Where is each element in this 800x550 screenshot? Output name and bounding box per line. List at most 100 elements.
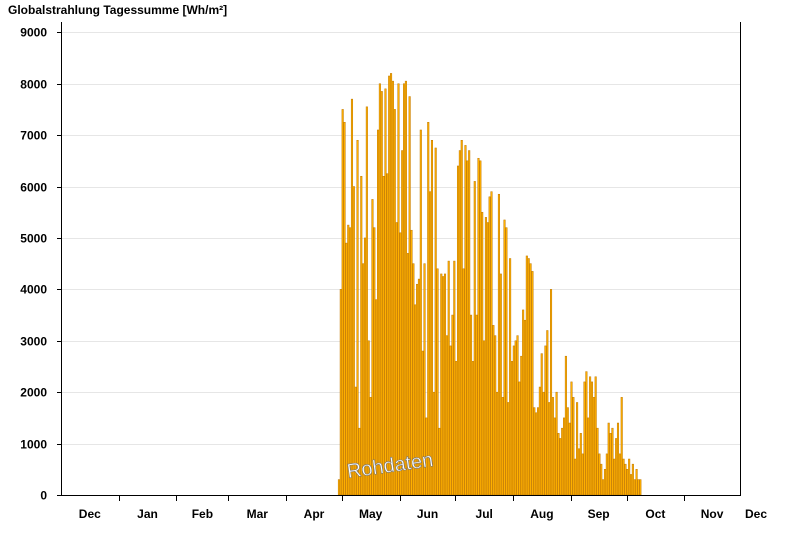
data-bar (548, 402, 551, 496)
data-bar (462, 268, 465, 496)
data-bar (337, 479, 340, 496)
data-bar (380, 91, 383, 496)
x-tick-label: Jun (417, 507, 438, 521)
chart-title: Globalstrahlung Tagessumme [Wh/m²] (8, 3, 227, 17)
data-bar (598, 453, 601, 496)
data-bar (436, 268, 439, 496)
data-bar (553, 417, 556, 496)
data-bar (460, 140, 463, 496)
data-bar (542, 391, 545, 496)
data-bar (576, 402, 579, 496)
data-bar (509, 258, 512, 496)
data-bar (483, 340, 486, 496)
data-bar (365, 106, 368, 496)
data-bar (611, 427, 614, 496)
data-bar (602, 479, 605, 496)
data-bar (522, 309, 525, 496)
data-bar (616, 422, 620, 496)
data-bar (397, 83, 400, 496)
data-bar (518, 381, 521, 496)
data-bar (566, 407, 569, 496)
data-bar (635, 469, 638, 496)
data-bar (507, 402, 510, 496)
data-bar (468, 150, 471, 496)
data-bar (570, 381, 573, 496)
data-bar (350, 98, 354, 496)
bars (337, 73, 642, 496)
data-bar (596, 427, 599, 496)
data-bar (486, 222, 489, 496)
data-bar (546, 330, 549, 496)
data-bar (386, 173, 389, 496)
data-bar (496, 391, 499, 496)
data-bar (352, 186, 355, 496)
data-bar (557, 433, 560, 496)
data-bar (466, 160, 469, 496)
data-bar (605, 453, 608, 496)
data-bar (505, 227, 508, 496)
y-tick-label: 2000 (20, 386, 47, 400)
data-bar (538, 386, 541, 496)
data-bar (585, 371, 588, 496)
y-tick-label: 1000 (20, 438, 47, 452)
data-bar (391, 80, 394, 496)
data-bar (360, 175, 363, 496)
x-tick-label: Sep (588, 507, 610, 521)
data-bar (453, 260, 456, 496)
data-bar (403, 83, 406, 496)
data-bar (458, 150, 461, 496)
data-bar (347, 224, 350, 496)
data-bar (421, 350, 424, 496)
data-bar (443, 273, 447, 496)
data-bar (555, 391, 558, 496)
y-tick-label: 8000 (20, 78, 47, 92)
data-bar (484, 217, 487, 496)
x-tick-label: Dec (745, 507, 767, 521)
axes: 0 1000 2000 3000 4000 5000 6000 7000 8000 9000 Dec… (20, 22, 767, 521)
data-bar (432, 391, 435, 496)
data-bar (479, 160, 482, 496)
data-bar (624, 463, 627, 496)
data-bar (464, 145, 467, 496)
data-bar (525, 255, 528, 496)
data-bar (637, 479, 640, 496)
data-bar (475, 314, 478, 496)
data-bar (514, 340, 517, 496)
data-bar (404, 80, 407, 496)
data-bar (622, 458, 625, 496)
data-bar (583, 381, 586, 496)
data-bar (371, 199, 374, 496)
y-tick-label: 0 (40, 489, 47, 503)
data-bar (449, 345, 452, 496)
data-bar (590, 381, 593, 496)
data-bar (527, 258, 530, 496)
data-bar (473, 181, 476, 496)
data-bar (533, 407, 536, 496)
data-bar (499, 273, 502, 496)
data-bar (451, 314, 454, 496)
data-bar (639, 479, 642, 496)
data-bar (572, 397, 575, 496)
x-tick-label: Dec (79, 507, 101, 521)
data-bar (563, 417, 566, 496)
data-bar (577, 448, 580, 496)
data-bar (447, 260, 450, 496)
data-bar (455, 361, 458, 496)
data-bar (440, 273, 443, 496)
data-bar (520, 355, 523, 496)
data-bar (408, 96, 411, 496)
y-tick-label: 6000 (20, 181, 47, 195)
data-bar (434, 147, 437, 496)
data-bar (594, 376, 597, 496)
data-bar (512, 345, 515, 496)
data-bar (523, 319, 527, 496)
x-tick-label: Jan (137, 507, 158, 521)
data-bar (544, 345, 547, 496)
y-tick-label: 4000 (20, 283, 47, 297)
data-bar (363, 237, 367, 496)
data-bar (613, 458, 616, 496)
data-bar (349, 227, 352, 496)
data-bar (550, 289, 553, 496)
data-bar (559, 438, 562, 496)
data-bar (551, 397, 554, 496)
